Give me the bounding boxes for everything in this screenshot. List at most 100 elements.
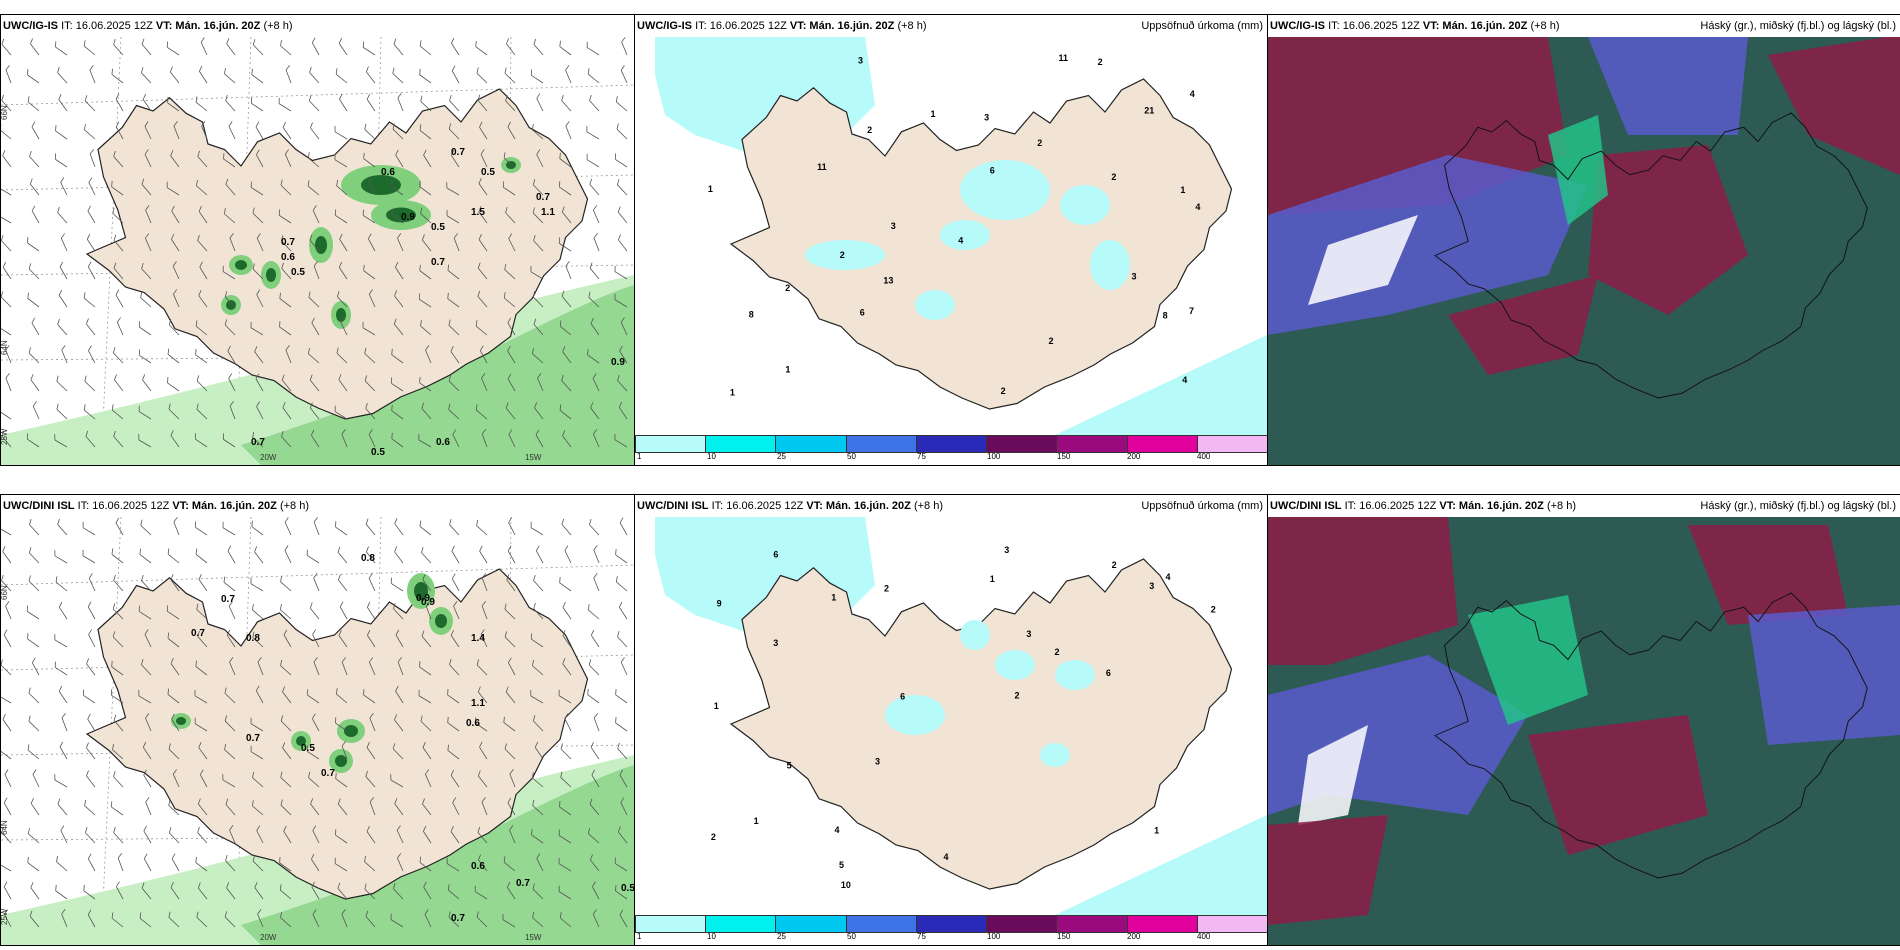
wind-barb (364, 123, 376, 140)
colorbar-cell (987, 916, 1058, 932)
precip-value-label: 7 (1189, 306, 1194, 316)
wind-barb (537, 373, 544, 392)
wind-barb (250, 321, 264, 336)
wind-barb (334, 209, 348, 224)
precip-value-label: 3 (858, 56, 863, 66)
wind-barb (171, 205, 180, 224)
cloud-layer (1768, 35, 1900, 175)
wind-barb (561, 206, 572, 224)
precip-value-label: 0.7 (221, 594, 235, 605)
wind-barb (308, 347, 320, 364)
wind-barb (364, 855, 376, 872)
wind-barb (1, 94, 12, 112)
wind-panel-top: UWC/IG-IS IT: 16.06.2025 12Z VT: Mán. 16… (0, 14, 635, 466)
wind-barb (143, 853, 152, 872)
wind-barb (229, 657, 236, 676)
precip-value-label: 2 (840, 250, 845, 260)
wind-barb (115, 93, 124, 112)
wind-barb (558, 829, 572, 844)
wind-barb (312, 629, 320, 648)
colorbar-label: 25 (777, 932, 786, 941)
precip-value-label: 0.6 (471, 861, 485, 872)
wind-barb (144, 233, 152, 252)
wind-barb (2, 261, 12, 280)
wind-barb (27, 292, 40, 308)
precip-value-label: 4 (1195, 202, 1200, 212)
wind-barb (592, 881, 600, 900)
wind-barb (254, 882, 264, 900)
wind-barb (82, 549, 96, 564)
precip-spot (995, 650, 1035, 680)
wind-barb (281, 262, 292, 280)
wind-barb (224, 743, 236, 760)
wind-barb (54, 634, 68, 648)
wind-barb (194, 521, 208, 536)
wind-barb (395, 685, 404, 704)
wind-barb (60, 825, 68, 844)
precip-value-label: 4 (1190, 89, 1195, 99)
colorbar (635, 435, 1267, 453)
precip-value-label: 2 (711, 832, 716, 842)
wind-barb (280, 604, 292, 620)
wind-barb (507, 545, 516, 564)
wind-barb (112, 347, 124, 364)
wind-barb (111, 801, 124, 816)
panel-subtitle: Uppsöfnuð úrkoma (mm) (1141, 500, 1263, 512)
precip-value-label: 1.1 (541, 207, 555, 218)
wind-barb (504, 631, 516, 648)
wind-barb (397, 657, 404, 676)
wind-barb (334, 125, 348, 140)
cloud-layer (1588, 37, 1748, 135)
wind-panel-bottom: UWC/DINI ISL IT: 16.06.2025 12Z VT: Mán.… (0, 494, 635, 946)
wind-barb (450, 149, 460, 168)
wind-barb (227, 345, 236, 364)
wind-barb (168, 827, 180, 844)
precip-value-label: 1 (1154, 825, 1159, 835)
wind-barb (362, 321, 376, 336)
wind-barb (447, 716, 460, 732)
wind-barb (562, 430, 572, 448)
wind-barb (84, 124, 96, 140)
wind-barb (198, 742, 208, 760)
wind-barb (391, 404, 404, 420)
wind-barb (586, 153, 600, 168)
wind-barb (167, 548, 180, 564)
wind-barb (1, 327, 12, 336)
precip-value-label: 5 (839, 860, 844, 870)
wind-barb (559, 801, 572, 816)
wind-barb (448, 375, 460, 392)
wind-barb (311, 317, 320, 336)
precip-spot (915, 290, 955, 320)
wind-barb (224, 291, 236, 308)
wind-barb (341, 657, 348, 676)
wind-barb (138, 349, 152, 364)
wind-barb (199, 261, 208, 280)
wind-barb (531, 829, 544, 844)
wind-barb (394, 518, 404, 536)
colorbar-cell (1127, 436, 1198, 452)
wind-barb (167, 97, 180, 112)
colorbar-label: 150 (1057, 932, 1071, 941)
wind-barb (474, 885, 488, 900)
colorbar-cell (1127, 916, 1198, 932)
wind-barb (54, 550, 68, 564)
wind-barb (367, 629, 376, 648)
wind-barb (256, 289, 264, 308)
wind-barb (335, 688, 348, 704)
wind-barb (88, 345, 96, 364)
wind-barb (313, 573, 320, 592)
wind-barb (196, 375, 208, 392)
wind-barb (335, 521, 348, 536)
colorbar-label: 150 (1057, 452, 1071, 461)
precip-value-label: 6 (1106, 668, 1111, 678)
wind-barb (140, 291, 152, 308)
wind-barb (449, 518, 460, 536)
wind-barb (32, 401, 40, 420)
precip-value-label: 2 (884, 583, 889, 593)
wind-barb (171, 853, 180, 872)
wind-barb (338, 374, 348, 392)
wind-barb (198, 65, 208, 84)
wind-barb (168, 403, 180, 420)
precip-value-label: 11 (1059, 53, 1069, 63)
wind-barb (481, 429, 488, 448)
